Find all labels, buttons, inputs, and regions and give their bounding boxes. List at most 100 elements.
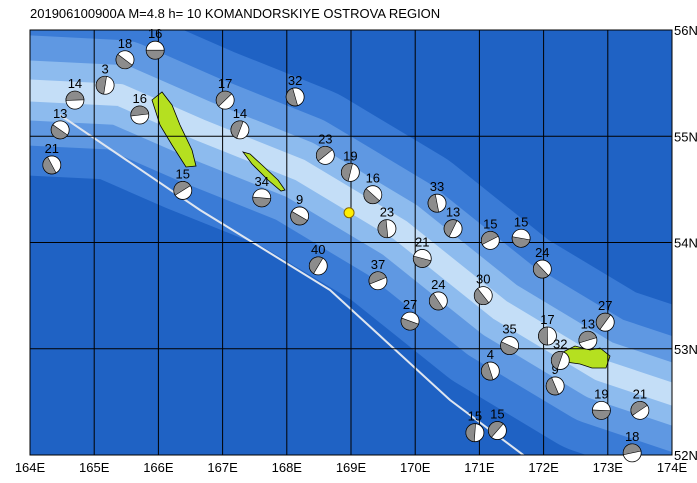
x-tick-label: 165E bbox=[79, 460, 110, 475]
focal-mechanism bbox=[550, 351, 570, 370]
focal-mechanism bbox=[315, 145, 335, 165]
y-tick-label: 55N bbox=[674, 129, 697, 144]
beachball-compression bbox=[427, 193, 440, 213]
beachball-compression bbox=[481, 231, 499, 245]
focal-mechanism bbox=[511, 228, 531, 248]
focal-mechanism bbox=[630, 400, 650, 420]
beachball-compression bbox=[578, 330, 597, 344]
beachball-compression bbox=[230, 120, 244, 139]
beachball-compression bbox=[42, 156, 57, 175]
focal-mechanism bbox=[308, 256, 328, 276]
depth-label: 35 bbox=[502, 322, 516, 337]
beachball-compression bbox=[592, 409, 611, 420]
trench bbox=[59, 114, 525, 455]
focal-mechanism bbox=[65, 90, 85, 110]
focal-mechanism bbox=[595, 312, 615, 332]
medny-island bbox=[241, 151, 286, 192]
beachball-compression bbox=[290, 211, 308, 226]
focal-mechanism bbox=[290, 206, 310, 226]
focal-mechanism bbox=[368, 271, 388, 291]
depth-label: 19 bbox=[343, 148, 357, 163]
beachball-compression bbox=[551, 351, 564, 370]
beachball-compression bbox=[308, 256, 324, 275]
y-tick-label: 56N bbox=[674, 23, 697, 38]
focal-mechanism bbox=[230, 120, 250, 140]
beachball-compression bbox=[429, 292, 444, 311]
focal-mechanism bbox=[538, 326, 557, 346]
beachball-compression bbox=[412, 255, 432, 268]
beachball-compression bbox=[50, 124, 68, 140]
beachball-compression bbox=[341, 163, 353, 182]
depth-label: 9 bbox=[552, 362, 559, 377]
focal-mechanism bbox=[500, 336, 519, 355]
depth-label: 32 bbox=[288, 73, 302, 88]
beachball-compression bbox=[595, 312, 611, 330]
focal-mechanism bbox=[173, 181, 193, 200]
bathymetry bbox=[30, 30, 672, 455]
beachball-compression bbox=[130, 105, 150, 117]
focal-mechanism bbox=[363, 185, 383, 205]
focal-mechanism bbox=[130, 105, 150, 125]
x-tick-label: 169E bbox=[336, 460, 367, 475]
x-tick-label: 172E bbox=[528, 460, 559, 475]
focal-mechanism bbox=[145, 40, 165, 60]
beachball-compression bbox=[363, 188, 380, 204]
beachball-compression bbox=[538, 326, 548, 346]
beachball-compression bbox=[65, 90, 85, 101]
depth-label: 30 bbox=[476, 272, 490, 287]
focal-mechanism bbox=[622, 443, 642, 463]
beachball-compression bbox=[285, 87, 298, 107]
depth-label: 34 bbox=[255, 174, 269, 189]
beachball-compression bbox=[115, 53, 133, 69]
focal-mechanism bbox=[95, 75, 115, 95]
depth-label: 27 bbox=[403, 297, 417, 312]
beachball-compression bbox=[368, 271, 387, 285]
beachball-compression bbox=[377, 219, 389, 238]
depth-label: 15 bbox=[176, 166, 190, 181]
depth-label: 15 bbox=[490, 407, 504, 422]
x-tick-label: 164E bbox=[15, 460, 46, 475]
y-tick-label: 52N bbox=[674, 448, 697, 463]
beachball-compression bbox=[400, 317, 419, 331]
depth-label: 15 bbox=[468, 409, 482, 424]
beachball-compression bbox=[95, 75, 107, 95]
depth-label: 13 bbox=[581, 316, 595, 331]
y-tick-label: 54N bbox=[674, 236, 697, 251]
depth-label: 32 bbox=[553, 336, 567, 351]
x-tick-label: 173E bbox=[593, 460, 624, 475]
depth-label: 14 bbox=[68, 76, 82, 91]
focal-mechanism bbox=[443, 219, 463, 239]
depth-label: 15 bbox=[514, 214, 528, 229]
focal-mechanism bbox=[545, 376, 565, 396]
x-tick-label: 167E bbox=[207, 460, 238, 475]
beachball-compression bbox=[215, 90, 233, 107]
beachball-compression bbox=[316, 146, 333, 162]
depth-label: 40 bbox=[311, 242, 325, 257]
focal-mechanism bbox=[487, 421, 507, 440]
depth-label: 21 bbox=[415, 234, 429, 249]
depth-label: 3 bbox=[101, 61, 108, 76]
depth-label: 27 bbox=[598, 298, 612, 313]
beachball-compression bbox=[443, 219, 458, 238]
depth-label: 33 bbox=[430, 179, 444, 194]
focal-mechanism bbox=[427, 193, 447, 213]
beachball-compression bbox=[488, 421, 504, 438]
x-tick-label: 166E bbox=[143, 460, 174, 475]
focal-mechanism bbox=[473, 286, 493, 306]
focal-mechanism bbox=[480, 230, 500, 250]
depth-label: 21 bbox=[45, 141, 59, 156]
beachball-compression bbox=[500, 341, 519, 355]
focal-mechanism bbox=[377, 219, 397, 239]
beachball-compression bbox=[545, 377, 560, 396]
depth-label: 37 bbox=[371, 257, 385, 272]
focal-mechanism bbox=[42, 155, 62, 175]
depth-label: 15 bbox=[483, 216, 497, 231]
depth-label: 9 bbox=[296, 192, 303, 207]
map-title: 201906100900A M=4.8 h= 10 KOMANDORSKIYE … bbox=[30, 6, 440, 21]
depth-label: 17 bbox=[218, 76, 232, 91]
x-tick-label: 168E bbox=[272, 460, 303, 475]
beachball-compression bbox=[511, 236, 531, 248]
depth-label: 14 bbox=[233, 106, 247, 121]
depth-label: 18 bbox=[118, 36, 132, 51]
